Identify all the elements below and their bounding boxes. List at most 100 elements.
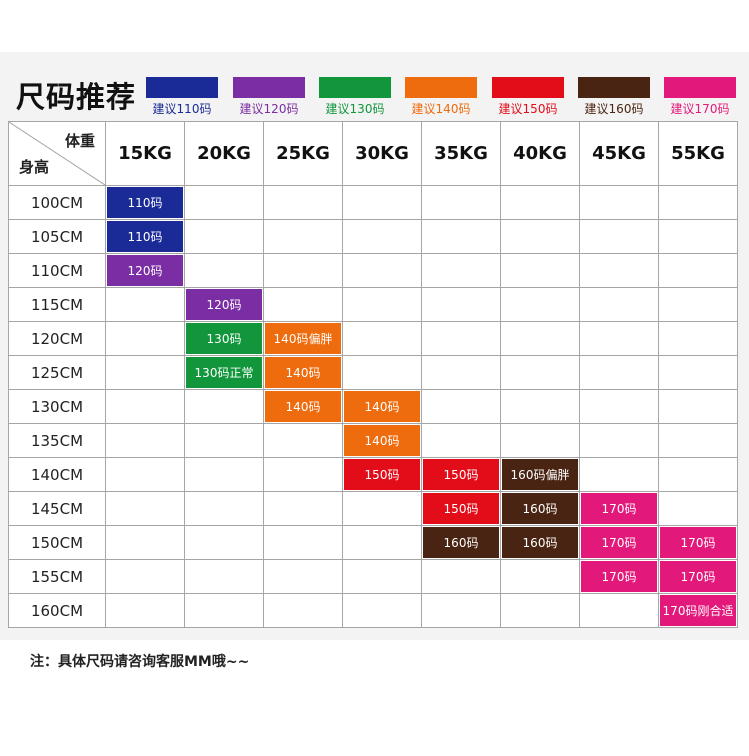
table-body: 100CM 110码 105CM 110码 110CM 120码 115CM 120码 120C… (8, 185, 738, 628)
table-cell (579, 593, 659, 628)
table-cell (500, 559, 580, 594)
table-cell (500, 287, 580, 322)
legend-label: 建议170码 (670, 102, 730, 116)
size-recommendation: 160码 (423, 527, 499, 558)
table-cell (500, 593, 580, 628)
table-cell: 170码 (658, 559, 738, 594)
table-cell (263, 593, 343, 628)
table-cell: 160码 (421, 525, 501, 560)
table-cell: 150码 (421, 491, 501, 526)
height-label: 115CM (8, 287, 106, 322)
table-cell (500, 355, 580, 390)
size-recommendation: 140码 (344, 425, 420, 456)
table-cell (263, 559, 343, 594)
header-row: 体重 身高 15KG 20KG 25KG 30KG 35KG 40KG 45KG 55KG (8, 121, 738, 186)
table-cell (342, 355, 422, 390)
table-cell: 160码 (500, 525, 580, 560)
size-recommendation: 120码 (107, 255, 183, 286)
table-cell (105, 457, 185, 492)
table-cell: 160码 (500, 491, 580, 526)
height-label: 145CM (8, 491, 106, 526)
table-cell (184, 389, 264, 424)
size-recommendation: 170码 (660, 561, 736, 592)
table-cell: 140码 (263, 355, 343, 390)
table-cell (579, 423, 659, 458)
table-cell (500, 253, 580, 288)
table-cell: 110码 (105, 219, 185, 254)
table-cell (500, 423, 580, 458)
legend-label: 建议120码 (239, 102, 299, 116)
table-cell (421, 423, 501, 458)
weight-header: 40KG (500, 121, 580, 186)
table-cell: 130码正常 (184, 355, 264, 390)
table-cell (421, 287, 501, 322)
legend-item: 建议140码 (405, 77, 477, 117)
table-cell (500, 185, 580, 220)
table-cell: 170码 (579, 559, 659, 594)
table-row: 115CM 120码 (8, 287, 738, 322)
table-cell (500, 321, 580, 356)
legend-swatch (405, 77, 477, 98)
table-cell (579, 185, 659, 220)
height-label: 105CM (8, 219, 106, 254)
legend-swatch (319, 77, 391, 98)
table-cell (500, 389, 580, 424)
table-cell (105, 559, 185, 594)
table-cell (342, 253, 422, 288)
table-row: 125CM 130码正常 140码 (8, 355, 738, 390)
size-recommendation: 170码刚合适 (660, 595, 736, 626)
table-cell (658, 185, 738, 220)
height-label: 135CM (8, 423, 106, 458)
table-row: 140CM 150码 150码 160码偏胖 (8, 457, 738, 492)
table-cell (184, 525, 264, 560)
table-cell (105, 593, 185, 628)
table-row: 135CM 140码 (8, 423, 738, 458)
table-cell (184, 185, 264, 220)
legend-label: 建议130码 (325, 102, 385, 116)
table-cell: 140码 (342, 389, 422, 424)
weight-axis-label: 体重 (64, 132, 95, 150)
height-label: 125CM (8, 355, 106, 390)
height-label: 120CM (8, 321, 106, 356)
table-cell: 120码 (184, 287, 264, 322)
table-cell (579, 457, 659, 492)
legend-item: 建议160码 (578, 77, 650, 117)
size-recommendation: 130码 (186, 323, 262, 354)
table-cell (421, 253, 501, 288)
table-cell: 120码 (105, 253, 185, 288)
table-cell: 140码偏胖 (263, 321, 343, 356)
table-row: 145CM 150码 160码 170码 (8, 491, 738, 526)
size-recommendation: 140码 (265, 357, 341, 388)
table-cell (658, 287, 738, 322)
table-cell (184, 491, 264, 526)
table-cell (184, 253, 264, 288)
table-cell (342, 491, 422, 526)
table-cell (263, 185, 343, 220)
table-cell (342, 525, 422, 560)
table-row: 155CM 170码 170码 (8, 559, 738, 594)
legend-item: 建议130码 (319, 77, 391, 117)
table-cell (658, 253, 738, 288)
corner-header: 体重 身高 (8, 121, 106, 186)
table-cell (105, 355, 185, 390)
legend-item: 建议150码 (492, 77, 564, 117)
table-cell (105, 389, 185, 424)
table-cell (105, 525, 185, 560)
table-cell (263, 457, 343, 492)
table-cell (105, 321, 185, 356)
table-cell (184, 219, 264, 254)
table-cell (105, 423, 185, 458)
table-row: 120CM 130码 140码偏胖 (8, 321, 738, 356)
legend-swatch (146, 77, 218, 98)
table-cell (342, 321, 422, 356)
size-recommendation: 120码 (186, 289, 262, 320)
weight-header: 30KG (342, 121, 422, 186)
size-recommendation: 160码偏胖 (502, 459, 578, 490)
table-cell (579, 389, 659, 424)
table-cell: 110码 (105, 185, 185, 220)
height-label: 140CM (8, 457, 106, 492)
table-cell: 170码 (579, 525, 659, 560)
size-recommendation: 150码 (344, 459, 420, 490)
legend-item: 建议170码 (664, 77, 736, 117)
table-cell (263, 219, 343, 254)
